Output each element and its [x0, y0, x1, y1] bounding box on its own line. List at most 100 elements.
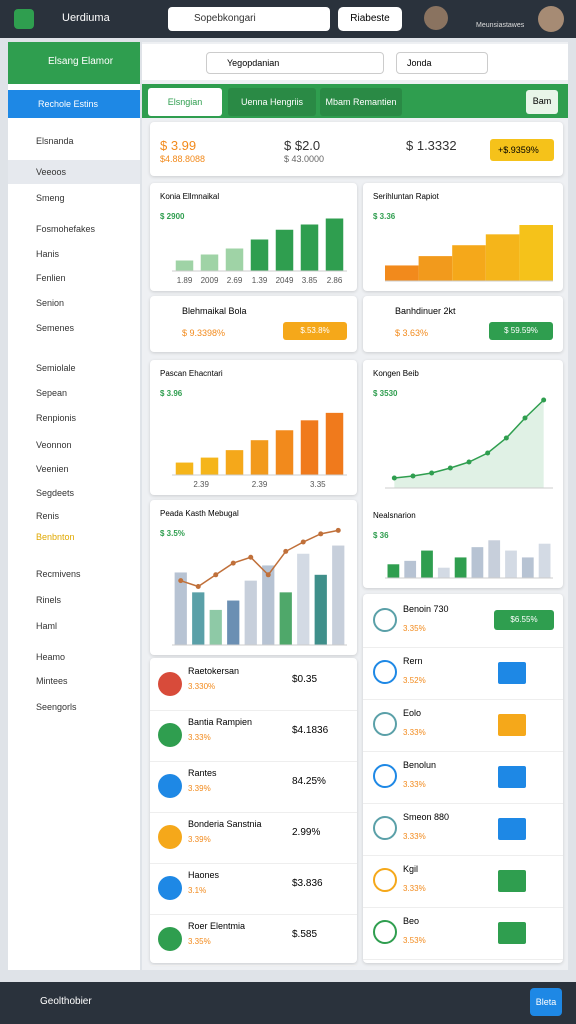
mini-title: Banhdinuer 2kt [395, 306, 456, 316]
row-divider [363, 803, 563, 804]
row-action[interactable] [498, 714, 526, 736]
sidebar-item[interactable]: Senion [36, 298, 65, 308]
sidebar-item[interactable]: Fenlien [36, 273, 66, 283]
row-divider [150, 761, 357, 762]
row-action[interactable] [498, 766, 526, 788]
avatar[interactable] [424, 6, 448, 30]
sidebar-item[interactable]: Veonnon [36, 440, 72, 450]
row-title: Rern [403, 656, 423, 666]
bar [225, 248, 244, 271]
sidebar-item[interactable]: Sepean [36, 388, 68, 398]
logo[interactable] [14, 9, 34, 29]
tab[interactable]: Uenna Hengriis [228, 88, 316, 116]
sidebar-item[interactable]: Renpionis [36, 413, 77, 423]
sidebar-item[interactable]: Hanis [36, 249, 60, 259]
line-point [300, 539, 306, 545]
mini-sub: $ 9.3398% [182, 328, 226, 338]
bar [192, 592, 205, 645]
row-badge[interactable]: $6.55% [494, 610, 554, 630]
row-icon [373, 660, 397, 684]
bar [437, 567, 450, 578]
stat-sub: $4.88.8088 [160, 154, 206, 164]
sidebar-item[interactable]: Heamo [36, 652, 66, 662]
row-icon [373, 816, 397, 840]
toolbar-field[interactable]: Jonda [396, 52, 488, 74]
row-value: $4.1836 [292, 725, 329, 736]
list-card [150, 658, 357, 963]
row-title: Raetokersan [188, 666, 240, 676]
sidebar-item[interactable]: Semiolale [36, 363, 76, 373]
bar [404, 560, 417, 578]
sidebar-item[interactable]: Rinels [36, 595, 62, 605]
step-bar [385, 265, 419, 281]
row-title: Benolun [403, 760, 437, 770]
sidebar-item[interactable]: Recmivens [36, 569, 81, 579]
app-name: Uerdiuma [62, 12, 110, 24]
sidebar-item[interactable]: Renis [36, 511, 60, 521]
bar [279, 592, 292, 645]
tab-button[interactable]: Bam [526, 90, 558, 114]
sidebar-active[interactable]: Rechole Estins [8, 90, 140, 118]
stat-value: $ 3.99 [160, 138, 197, 153]
sidebar-item[interactable]: Fosmohefakes [36, 224, 96, 234]
bar [200, 457, 219, 475]
row-sub: 3.33% [403, 728, 426, 737]
taskbar-label[interactable]: Geolthobier [40, 996, 92, 1007]
line-point [522, 415, 528, 421]
step-bar [519, 225, 553, 281]
bar [488, 540, 501, 578]
bar [250, 440, 269, 475]
row-divider [363, 647, 563, 648]
row-icon [158, 876, 182, 900]
mini-title: Blehmaikal Bola [182, 306, 247, 316]
bar [325, 412, 344, 475]
row-action[interactable] [498, 662, 526, 684]
sidebar-item[interactable]: Veenien [36, 464, 69, 474]
sidebar-item[interactable]: Haml [36, 621, 58, 631]
row-title: Bonderia Sanstnia [188, 819, 262, 829]
row-action[interactable] [498, 870, 526, 892]
row-title: Eolo [403, 708, 422, 718]
row-icon [158, 774, 182, 798]
mini-badge[interactable]: $ 59.59% [489, 322, 553, 340]
bar [262, 565, 275, 645]
user-label: Meunsiastawes [476, 22, 525, 29]
row-action[interactable] [498, 922, 526, 944]
sidebar-item[interactable]: Mintees [36, 676, 68, 686]
tab[interactable]: Elsngian [148, 88, 222, 116]
sidebar-item[interactable]: Segdeets [36, 488, 75, 498]
sidebar-item[interactable]: Smeng [36, 193, 65, 203]
mini-badge[interactable]: $.53.8% [283, 322, 347, 340]
row-icon [373, 608, 397, 632]
search-box[interactable]: Sopebkongari [168, 7, 330, 31]
sidebar-item[interactable]: Benbnton [36, 532, 75, 542]
line-point [230, 560, 236, 566]
x-tick-label: 2.69 [227, 276, 243, 285]
sidebar-item[interactable]: Elsnanda [36, 136, 74, 146]
chart-card [363, 360, 563, 588]
chart-card [150, 183, 357, 291]
chart-title: Konia Ellmnaikal [160, 192, 219, 201]
chart-title: Nealsnarion [373, 511, 416, 520]
line-point [485, 450, 491, 456]
row-icon [373, 764, 397, 788]
line-point [410, 473, 416, 479]
row-icon [373, 868, 397, 892]
x-tick-label: 2049 [276, 276, 294, 285]
sidebar-header[interactable]: Elsang Elamor [8, 42, 140, 84]
chart-label: $ 2900 [160, 212, 185, 221]
bar [505, 550, 517, 578]
sidebar-item[interactable]: Semenes [36, 323, 75, 333]
row-action[interactable] [498, 818, 526, 840]
tab[interactable]: Mbam Remantien [320, 88, 402, 116]
avatar-2[interactable] [538, 6, 564, 32]
bar [209, 609, 222, 645]
bar [200, 254, 219, 271]
top-button[interactable]: Riabeste [338, 7, 402, 31]
toolbar-search[interactable]: Yegopdanian [206, 52, 384, 74]
sidebar-item[interactable]: Seengorls [36, 702, 77, 712]
sidebar-item[interactable]: Veeoos [8, 160, 140, 184]
row-value: 2.99% [292, 827, 321, 838]
line-point [213, 572, 219, 578]
taskbar-button[interactable]: Bleta [530, 988, 562, 1016]
